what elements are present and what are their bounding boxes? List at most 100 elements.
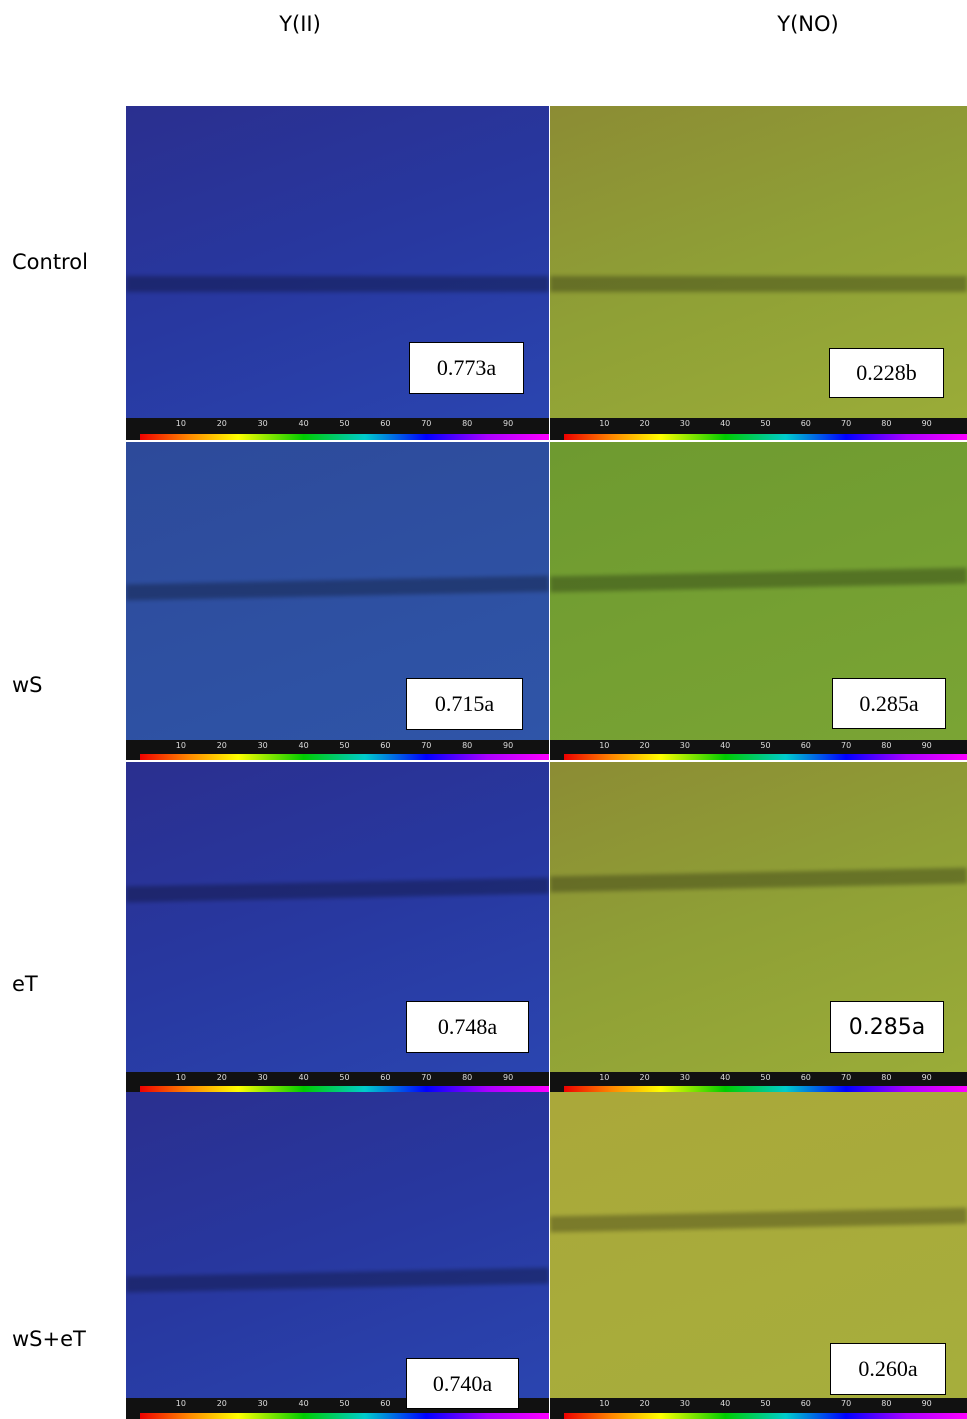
colorbar-tick: 10	[176, 1399, 186, 1408]
colorbar-tick: 20	[640, 741, 650, 750]
colorbar-tick: 50	[760, 419, 770, 428]
colorbar-tick: 40	[299, 1399, 309, 1408]
row-label: wS+eT	[12, 1327, 86, 1351]
colorbar-tick: 40	[720, 1073, 730, 1082]
value-label: 0.285a	[832, 678, 946, 729]
colorbar-tick: 30	[680, 419, 690, 428]
colorbar-tick: 40	[720, 1399, 730, 1408]
column-header: Y(II)	[279, 12, 321, 36]
colorbar-tick: 60	[801, 419, 811, 428]
value-label: 0.285a	[830, 1001, 944, 1053]
colorbar-tick: 80	[881, 1399, 891, 1408]
row-label: wS	[12, 673, 43, 697]
colorbar-gradient	[564, 434, 967, 440]
colorbar-tick: 90	[922, 1399, 932, 1408]
colorbar-tick: 20	[217, 1073, 227, 1082]
colorbar-gradient	[140, 754, 549, 760]
colorbar-tick: 10	[176, 1073, 186, 1082]
colorbar-tick: 80	[881, 419, 891, 428]
colorbar-tick: 40	[299, 741, 309, 750]
colorbar-tick: 20	[640, 419, 650, 428]
colorbar-tick: 60	[380, 1073, 390, 1082]
colorbar-tick: 70	[841, 419, 851, 428]
value-label: 0.740a	[406, 1358, 519, 1409]
colorbar-tick: 40	[720, 741, 730, 750]
colorbar-tick: 30	[680, 741, 690, 750]
row-label: eT	[12, 972, 38, 996]
value-label: 0.260a	[830, 1343, 946, 1395]
colorbar-gradient	[140, 434, 549, 440]
vein	[126, 878, 549, 903]
vein	[550, 568, 967, 593]
colorbar-tick: 50	[760, 1399, 770, 1408]
colorbar-tick: 70	[421, 419, 431, 428]
colorbar-tick: 30	[258, 1073, 268, 1082]
colorbar-tick: 40	[299, 1073, 309, 1082]
colorbar-tick: 50	[339, 419, 349, 428]
colorbar-tick: 90	[922, 1073, 932, 1082]
colorbar-tick: 30	[258, 741, 268, 750]
colorbar-tick: 90	[503, 741, 513, 750]
colorbar-tick: 60	[801, 741, 811, 750]
colorbar-tick: 30	[258, 1399, 268, 1408]
colorbar-tick: 80	[462, 1073, 472, 1082]
leaf-image	[126, 1092, 549, 1398]
colorbar-tick: 70	[841, 741, 851, 750]
colorbar: 10 20 30 40 50 60 70 80 90	[126, 1072, 549, 1092]
colorbar-tick: 80	[462, 419, 472, 428]
colorbar: 10 20 30 40 50 60 70 80 90	[550, 1398, 967, 1419]
vein	[126, 276, 549, 292]
colorbar-tick: 80	[881, 741, 891, 750]
vein	[126, 576, 549, 601]
figure: Y(II)Y(NO)Control1020304050607080900.773…	[0, 0, 967, 1419]
colorbar-tick: 20	[640, 1399, 650, 1408]
colorbar-tick: 20	[217, 1399, 227, 1408]
colorbar-tick: 90	[922, 419, 932, 428]
colorbar-tick: 90	[503, 419, 513, 428]
colorbar-tick: 30	[680, 1399, 690, 1408]
colorbar-tick: 50	[760, 1073, 770, 1082]
colorbar: 10 20 30 40 50 60 70 80 90	[550, 418, 967, 440]
colorbar-tick: 70	[421, 741, 431, 750]
colorbar-tick: 10	[599, 741, 609, 750]
colorbar-tick: 20	[217, 741, 227, 750]
colorbar-gradient	[564, 754, 967, 760]
colorbar-tick: 30	[258, 419, 268, 428]
colorbar-tick: 10	[599, 419, 609, 428]
colorbar-tick: 60	[801, 1073, 811, 1082]
colorbar-tick: 80	[881, 1073, 891, 1082]
colorbar-tick: 80	[462, 741, 472, 750]
value-label: 0.748a	[406, 1001, 529, 1053]
colorbar-tick: 20	[640, 1073, 650, 1082]
vein	[550, 276, 967, 292]
colorbar-tick: 10	[599, 1073, 609, 1082]
vein	[126, 1268, 549, 1293]
colorbar-tick: 60	[801, 1399, 811, 1408]
colorbar-tick: 40	[720, 419, 730, 428]
vein	[550, 868, 967, 893]
colorbar-tick: 70	[421, 1073, 431, 1082]
column-header: Y(NO)	[777, 12, 838, 36]
colorbar-tick: 50	[339, 741, 349, 750]
vein	[550, 1208, 967, 1233]
colorbar-tick: 70	[841, 1399, 851, 1408]
value-label: 0.715a	[406, 678, 523, 730]
colorbar-tick: 60	[380, 419, 390, 428]
colorbar-tick: 60	[380, 1399, 390, 1408]
colorbar-gradient	[564, 1413, 967, 1419]
colorbar-tick: 50	[339, 1073, 349, 1082]
colorbar-tick: 40	[299, 419, 309, 428]
colorbar-tick: 90	[503, 1073, 513, 1082]
colorbar-tick: 50	[760, 741, 770, 750]
value-label: 0.773a	[409, 342, 524, 394]
colorbar-tick: 10	[176, 419, 186, 428]
colorbar: 10 20 30 40 50 60 70 80 90	[550, 1072, 967, 1092]
colorbar-tick: 30	[680, 1073, 690, 1082]
colorbar-tick: 10	[599, 1399, 609, 1408]
colorbar-tick: 60	[380, 741, 390, 750]
colorbar-tick: 70	[841, 1073, 851, 1082]
colorbar-gradient	[140, 1413, 549, 1419]
colorbar-tick: 50	[339, 1399, 349, 1408]
